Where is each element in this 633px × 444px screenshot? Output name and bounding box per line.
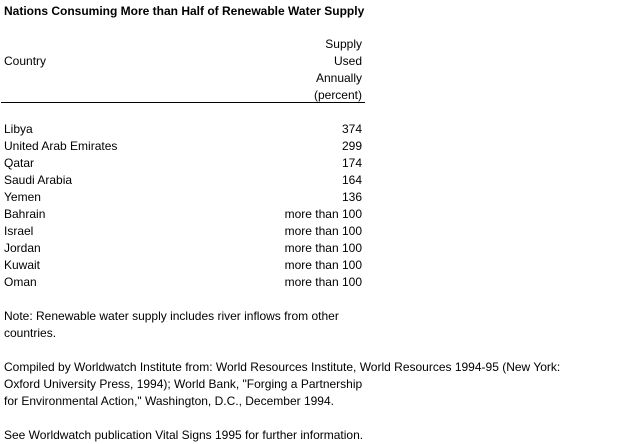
supply-value: more than 100 <box>284 224 362 238</box>
supply-value: 299 <box>341 139 362 153</box>
table-row: Jordan more than 100 <box>4 240 362 257</box>
country-name: United Arab Emirates <box>4 139 118 153</box>
column-header-country: Country <box>4 54 47 68</box>
table-row: United Arab Emirates 299 <box>4 138 362 155</box>
table-title: Nations Consuming More than Half of Rene… <box>4 4 365 18</box>
country-name: Libya <box>4 122 33 136</box>
table-row: Yemen 136 <box>4 189 362 206</box>
country-name: Qatar <box>4 156 35 170</box>
supply-value: more than 100 <box>284 241 362 255</box>
table-row: Israel more than 100 <box>4 223 362 240</box>
table-row: Libya 374 <box>4 121 362 138</box>
table-row: Qatar 174 <box>4 155 362 172</box>
supply-value: 174 <box>341 156 362 170</box>
supply-value: more than 100 <box>284 275 362 289</box>
column-header-supply-line: Supply <box>325 37 362 51</box>
note-line: Note: Renewable water supply includes ri… <box>4 309 339 323</box>
country-name: Kuwait <box>4 258 41 272</box>
column-header-supply-line: Used <box>333 54 362 68</box>
supply-value: 374 <box>341 122 362 136</box>
country-name: Israel <box>4 224 34 238</box>
citation-line: Compiled by Worldwatch Institute from: W… <box>4 360 561 374</box>
country-name: Yemen <box>4 190 41 204</box>
supply-value: 136 <box>341 190 362 204</box>
country-name: Bahrain <box>4 207 46 221</box>
table-row: Oman more than 100 <box>4 274 362 291</box>
table-body: Libya 374 United Arab Emirates 299 Qatar… <box>4 121 362 291</box>
column-header-supply-line: Annually <box>315 71 362 85</box>
note-line: countries. <box>4 326 57 340</box>
column-header-supply-line: (percent) <box>313 88 362 102</box>
table-note: Note: Renewable water supply includes ri… <box>4 308 374 342</box>
header-divider <box>1 102 365 103</box>
country-name: Oman <box>4 275 37 289</box>
table-row: Kuwait more than 100 <box>4 257 362 274</box>
supply-value: more than 100 <box>284 207 362 221</box>
citation-line: for Environmental Action," Washington, D… <box>4 394 334 408</box>
see-also-note: See Worldwatch publication Vital Signs 1… <box>4 428 364 442</box>
table-row: Bahrain more than 100 <box>4 206 362 223</box>
supply-value: 164 <box>341 173 362 187</box>
column-header-supply: Supply Used Annually (percent) <box>262 36 362 104</box>
country-name: Saudi Arabia <box>4 173 73 187</box>
source-citation: Compiled by Worldwatch Institute from: W… <box>4 359 629 410</box>
country-name: Jordan <box>4 241 41 255</box>
table-row: Saudi Arabia 164 <box>4 172 362 189</box>
citation-line: Oxford University Press, 1994); World Ba… <box>4 377 363 391</box>
supply-value: more than 100 <box>284 258 362 272</box>
